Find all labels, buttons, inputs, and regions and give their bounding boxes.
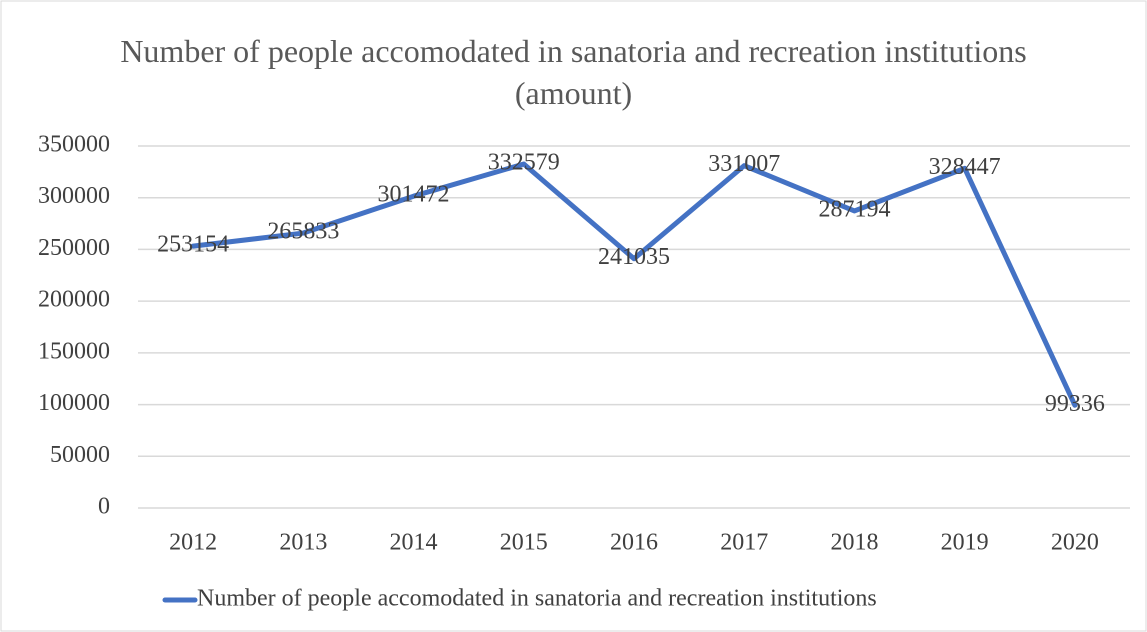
y-tick-label: 0 [98, 494, 110, 520]
x-tick-label: 2014 [390, 530, 438, 556]
chart-title: Number of people accomodated in sanatori… [120, 33, 1027, 111]
legend-label: Number of people accomodated in sanatori… [197, 586, 877, 612]
y-tick-label: 200000 [38, 287, 110, 313]
data-label: 332579 [488, 150, 560, 176]
x-tick-label: 2019 [941, 530, 989, 556]
data-label: 301472 [378, 182, 450, 208]
x-tick-label: 2013 [279, 530, 327, 556]
x-tick-label: 2017 [720, 530, 768, 556]
data-label: 253154 [157, 232, 229, 258]
y-tick-label: 100000 [38, 390, 110, 416]
data-label: 328447 [929, 154, 1001, 180]
data-label: 241035 [598, 244, 670, 270]
y-tick-label: 50000 [50, 442, 110, 468]
x-tick-label: 2016 [610, 530, 658, 556]
x-tick-label: 2012 [169, 530, 217, 556]
y-tick-label: 350000 [38, 132, 110, 158]
data-label: 287194 [818, 196, 890, 222]
data-label: 265833 [267, 219, 339, 245]
y-tick-label: 150000 [38, 338, 110, 364]
y-tick-label: 250000 [38, 235, 110, 261]
x-tick-label: 2015 [500, 530, 548, 556]
data-line [190, 161, 1078, 408]
y-tick-label: 300000 [38, 183, 110, 209]
x-tick-label: 2018 [830, 530, 878, 556]
data-label: 99336 [1045, 391, 1105, 417]
x-tick-label: 2020 [1051, 530, 1099, 556]
data-label: 331007 [708, 151, 780, 177]
